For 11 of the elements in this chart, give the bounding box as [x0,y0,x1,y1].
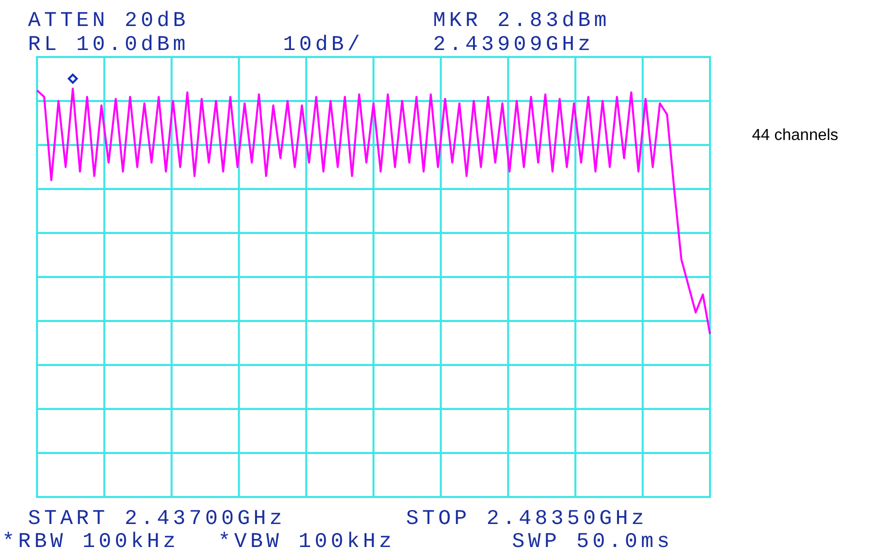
text: MKR 2.83dBm [433,10,610,33]
text: START 2.43700GHz [28,508,286,531]
text: 10dB/ [283,34,364,57]
text: *RBW 100kHz [2,531,180,552]
text: 44 channels [752,127,838,144]
text: ATTEN 20dB [28,10,190,33]
text: 2.43909GHz [433,34,594,57]
text: STOP 2.48350GHz [406,508,648,531]
text: RL 10.0dBm [28,34,190,57]
text: SWP 50.0ms [512,531,674,552]
text: *VBW 100kHz [218,531,396,552]
